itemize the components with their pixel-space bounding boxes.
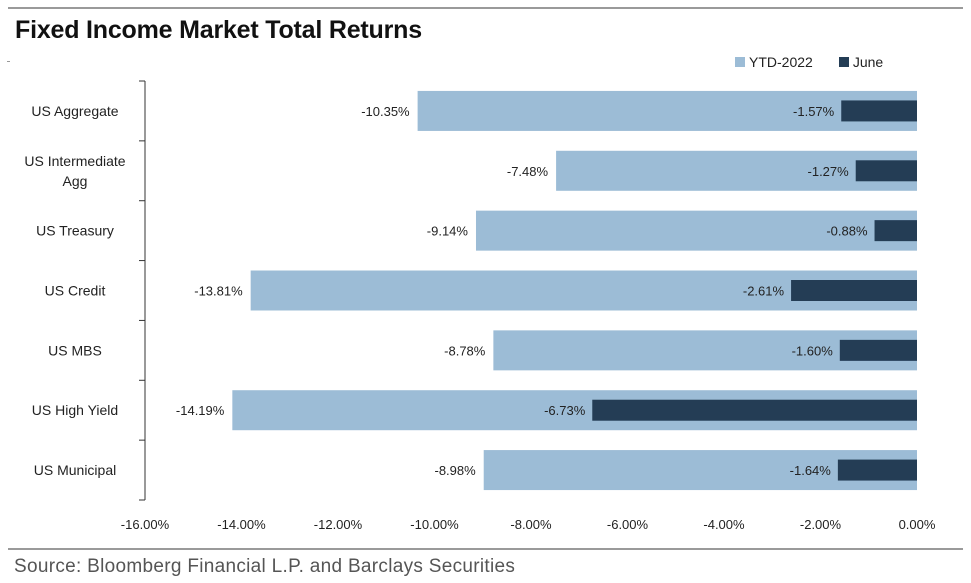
category-label: Agg	[63, 173, 88, 189]
june-data-label: -1.60%	[792, 343, 834, 358]
top-rule	[8, 7, 963, 9]
legend: YTD-2022 June	[735, 54, 909, 70]
june-data-label: -6.73%	[544, 403, 586, 418]
source-note: Source: Bloomberg Financial L.P. and Bar…	[14, 556, 516, 577]
category-label: US High Yield	[32, 402, 118, 418]
june-data-label: -1.64%	[790, 463, 832, 478]
x-tick-label: -14.00%	[217, 517, 266, 532]
ytd-data-label: -14.19%	[176, 403, 225, 418]
june-bar	[791, 280, 917, 301]
ytd-data-label: -10.35%	[361, 104, 410, 119]
june-bar	[841, 100, 917, 122]
category-label: US Intermediate	[24, 153, 125, 169]
ytd-bar	[475, 210, 917, 251]
june-bar	[839, 339, 917, 361]
june-data-label: -2.61%	[743, 284, 785, 299]
legend-label-june: June	[852, 54, 884, 70]
x-tick-label: -6.00%	[607, 517, 649, 532]
ytd-data-label: -8.98%	[435, 463, 477, 478]
legend-item-ytd: YTD-2022	[735, 54, 813, 70]
legend-item-june: June	[838, 54, 884, 70]
x-tick-label: 0.00%	[899, 517, 936, 532]
x-tick-label: -10.00%	[410, 517, 459, 532]
chart-title: Fixed Income Market Total Returns	[15, 16, 422, 44]
june-bar	[874, 220, 917, 242]
category-label: US Aggregate	[31, 103, 118, 119]
x-tick-label: -4.00%	[703, 517, 745, 532]
x-tick-label: -16.00%	[121, 517, 170, 532]
category-label: US Credit	[45, 283, 106, 299]
june-bar	[837, 459, 917, 481]
june-data-label: -1.57%	[793, 104, 835, 119]
ytd-data-label: -13.81%	[194, 284, 243, 299]
x-tick-label: -2.00%	[800, 517, 842, 532]
bottom-rule	[8, 548, 963, 550]
june-bar	[592, 399, 917, 421]
ytd-data-label: -8.78%	[444, 343, 486, 358]
june-bar	[855, 160, 917, 182]
category-label: US Treasury	[36, 223, 114, 239]
legend-swatch-june	[838, 57, 849, 67]
legend-label-ytd: YTD-2022	[749, 54, 813, 70]
category-label: US MBS	[48, 342, 102, 358]
june-data-label: -0.88%	[826, 224, 868, 239]
legend-swatch-ytd	[735, 57, 745, 67]
ytd-data-label: -9.14%	[427, 224, 469, 239]
june-data-label: -1.27%	[808, 164, 850, 179]
category-label: US Municipal	[34, 462, 116, 478]
ytd-bar	[417, 90, 917, 131]
ytd-data-label: -7.48%	[507, 164, 549, 179]
x-tick-label: -8.00%	[510, 517, 552, 532]
decorative-dot	[7, 61, 10, 62]
x-tick-label: -12.00%	[314, 517, 363, 532]
